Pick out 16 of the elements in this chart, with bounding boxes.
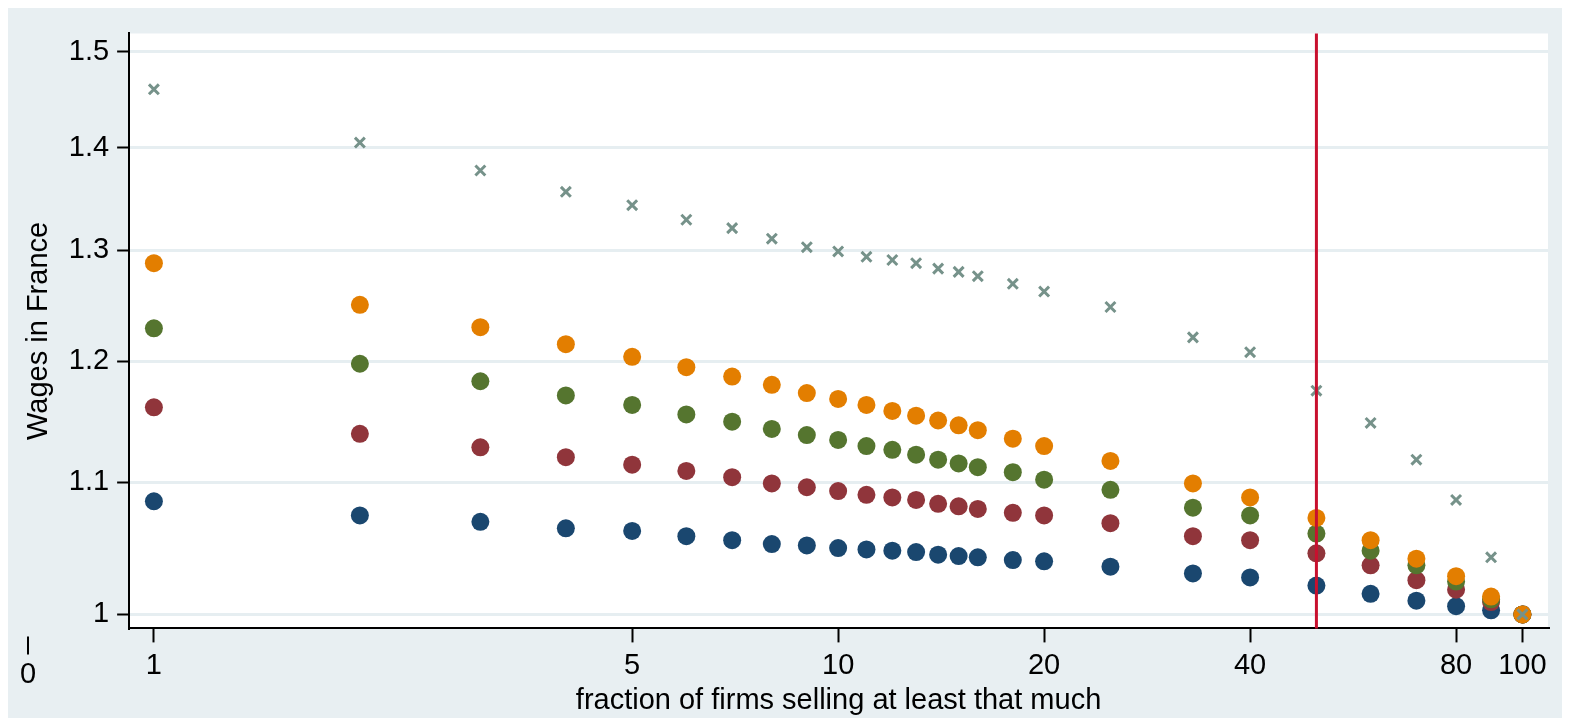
x-tick-label: 1 [145, 647, 162, 680]
y-tick-label: 1.5 [68, 33, 110, 66]
x-tick-label: 10 [822, 647, 855, 680]
y-axis-title: Wages in France [21, 221, 54, 440]
x-tick-label: 5 [624, 647, 641, 680]
text: 0 [19, 656, 37, 689]
x-axis-title: fraction of firms selling at least that much [575, 682, 1102, 715]
x-tick-label: 20 [1027, 647, 1061, 680]
y-tick-label: 1.3 [68, 232, 110, 265]
y-tick-label: 1.4 [68, 129, 110, 162]
x-tick-label: 100 [1498, 647, 1547, 680]
y-tick-label: 1.2 [68, 343, 110, 376]
y-tick-label: 1 [92, 596, 110, 629]
x-tick-label: 40 [1233, 647, 1267, 680]
y-tick-label: 1.1 [68, 464, 110, 497]
x-tick-label: 80 [1439, 647, 1473, 680]
